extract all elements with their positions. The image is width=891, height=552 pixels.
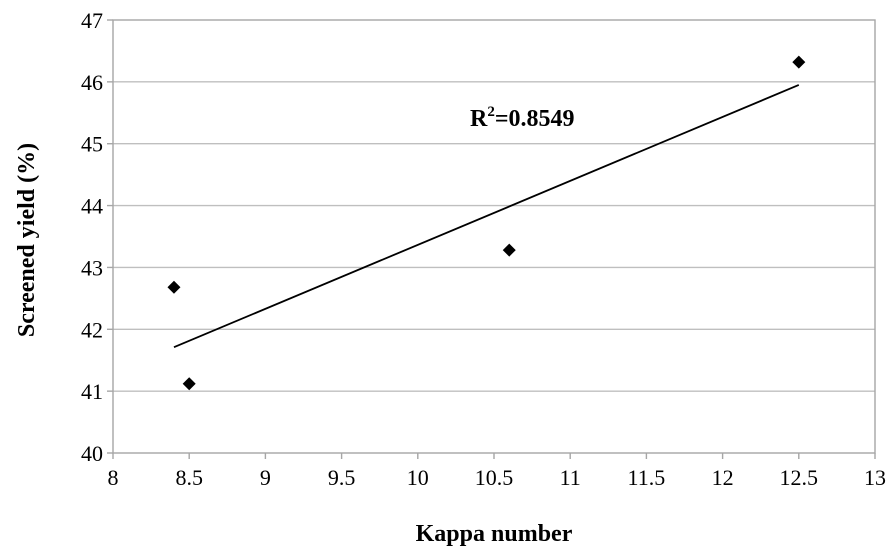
y-tick-label: 45 [81, 132, 103, 157]
data-point-diamond [167, 280, 181, 294]
r-squared-annotation: R2=0.8549 [470, 104, 575, 132]
y-tick-label: 47 [81, 8, 103, 33]
x-tick-label: 10 [407, 465, 429, 490]
grid-lines [113, 81, 875, 392]
x-tick-label: 9 [260, 465, 271, 490]
x-tick-label: 8.5 [175, 465, 203, 490]
x-tick-label: 8 [108, 465, 119, 490]
r-squared-value: =0.8549 [495, 106, 575, 132]
y-tick-label: 41 [81, 379, 103, 404]
y-axis-title: Screened yield (%) [14, 143, 40, 337]
x-tick-label: 13 [864, 465, 886, 490]
plot-area-frame [112, 19, 876, 454]
y-tick-label: 40 [81, 441, 103, 466]
trendline-layer [173, 84, 800, 349]
y-axis-ticks: 40 41 42 43 44 45 46 47 [81, 8, 113, 466]
x-tick-label: 11.5 [628, 465, 666, 490]
data-point-diamond [502, 243, 516, 257]
r-squared-base: R [470, 106, 488, 132]
x-tick-label: 11 [560, 465, 581, 490]
y-tick-label: 46 [81, 70, 103, 95]
x-axis-title: Kappa number [416, 521, 573, 547]
data-point-diamond [792, 55, 806, 69]
data-points [167, 55, 806, 391]
x-tick-label: 10.5 [475, 465, 514, 490]
x-axis-ticks: 8 8.5 9 9.5 10 10.5 11 11.5 12 12.5 13 [108, 453, 886, 490]
x-tick-label: 9.5 [328, 465, 356, 490]
x-tick-label: 12 [712, 465, 734, 490]
r-squared-superscript: 2 [487, 104, 495, 120]
y-tick-label: 44 [81, 194, 103, 219]
y-tick-label: 43 [81, 255, 103, 280]
linear-trendline [173, 84, 800, 349]
x-tick-label: 12.5 [780, 465, 819, 490]
data-point-diamond [182, 377, 196, 391]
y-tick-label: 42 [81, 317, 103, 342]
